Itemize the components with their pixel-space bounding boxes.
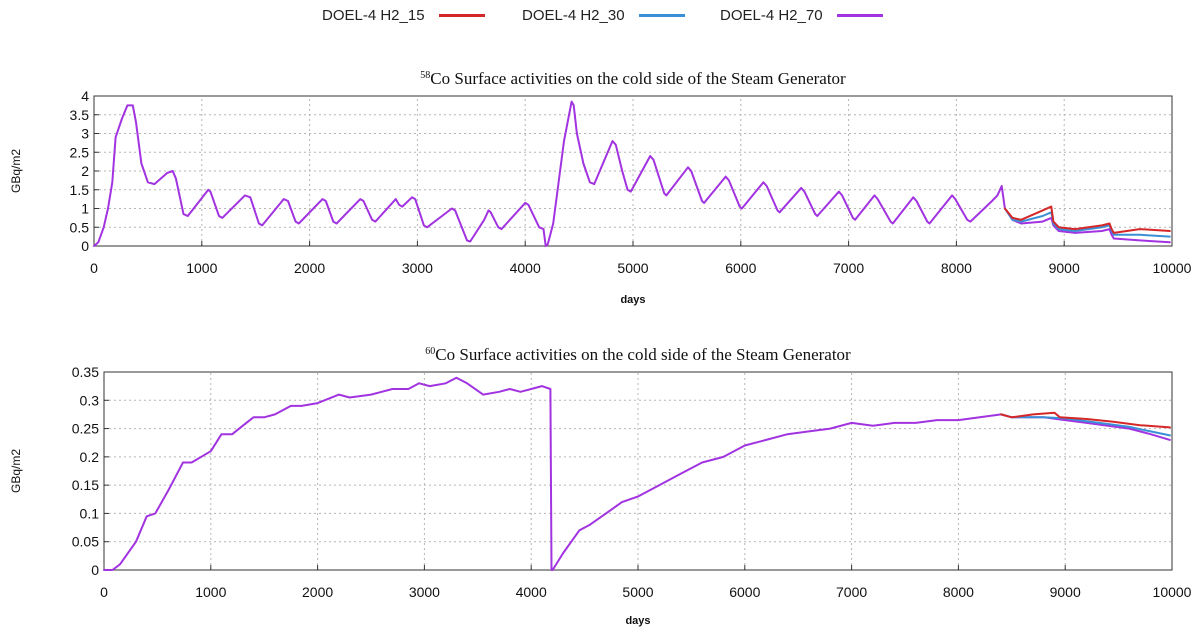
x-tick-label: 3000 <box>409 584 440 600</box>
title-superscript: 60 <box>425 346 435 357</box>
title-superscript: 58 <box>420 70 430 81</box>
chart-co58: 58Co Surface activities on the cold side… <box>9 69 1192 306</box>
series-line-doel-4-h2-70 <box>93 100 1171 247</box>
x-tick-label: 2000 <box>294 260 325 276</box>
y-tick-label: 3 <box>81 126 89 142</box>
x-tick-label: 8000 <box>941 260 972 276</box>
plot-frame <box>93 95 1173 247</box>
legend-item: DOEL-4 H2_70 <box>720 5 883 25</box>
x-tick-label: 10000 <box>1153 584 1192 600</box>
x-tick-label: 6000 <box>729 584 760 600</box>
y-tick-label: 0 <box>91 562 99 578</box>
x-tick-label: 5000 <box>622 584 653 600</box>
y-tick-label: 0.25 <box>72 421 99 437</box>
legend: DOEL-4 H2_15 DOEL-4 H2_30 DOEL-4 H2_70 <box>0 0 1200 30</box>
y-tick-label: 0.15 <box>72 477 99 493</box>
series-line-doel-4-h2-15 <box>1003 205 1171 234</box>
y-tick-label: 4 <box>81 88 89 104</box>
y-tick-label: 0.1 <box>80 505 100 521</box>
y-tick-label: 0.05 <box>72 534 99 550</box>
legend-label: DOEL-4 H2_70 <box>720 6 823 24</box>
x-tick-label: 0 <box>90 260 98 276</box>
y-tick-label: 0.35 <box>72 364 99 380</box>
x-tick-label: 4000 <box>510 260 541 276</box>
x-axis-label: days <box>620 294 645 306</box>
y-axis-label: GBq/m2 <box>9 149 23 193</box>
legend-line-swatch <box>438 13 485 17</box>
plot-frame <box>103 371 1173 571</box>
series-line-doel-4-h2-30 <box>1003 207 1171 238</box>
legend-label: DOEL-4 H2_15 <box>322 6 425 24</box>
x-tick-label: 2000 <box>302 584 333 600</box>
legend-line-swatch <box>638 13 685 17</box>
chart-co60: 60Co Surface activities on the cold side… <box>9 345 1192 627</box>
y-tick-label: 0.5 <box>70 219 90 235</box>
series-line-doel-4-h2-70 <box>103 376 1171 571</box>
x-tick-label: 3000 <box>402 260 433 276</box>
y-tick-label: 2 <box>81 163 89 179</box>
title-text: Co Surface activities on the cold side o… <box>430 69 846 88</box>
x-tick-label: 9000 <box>1050 584 1081 600</box>
y-tick-label: 0.3 <box>80 392 100 408</box>
x-tick-label: 9000 <box>1049 260 1080 276</box>
x-tick-label: 10000 <box>1153 260 1192 276</box>
y-tick-label: 2.5 <box>70 144 90 160</box>
x-tick-label: 5000 <box>617 260 648 276</box>
x-tick-label: 4000 <box>516 584 547 600</box>
x-axis-label: days <box>625 615 650 627</box>
x-tick-label: 0 <box>100 584 108 600</box>
legend-line-swatch <box>836 13 883 17</box>
x-tick-label: 7000 <box>833 260 864 276</box>
y-axis-label: GBq/m2 <box>9 449 23 493</box>
chart-title: 60Co Surface activities on the cold side… <box>425 345 851 364</box>
y-tick-label: 1 <box>81 201 89 217</box>
x-tick-label: 8000 <box>943 584 974 600</box>
series-line-doel-4-h2-30 <box>1000 413 1171 437</box>
x-tick-label: 6000 <box>725 260 756 276</box>
x-tick-label: 1000 <box>186 260 217 276</box>
legend-label: DOEL-4 H2_30 <box>522 6 625 24</box>
y-tick-label: 3.5 <box>70 107 90 123</box>
chart-title: 58Co Surface activities on the cold side… <box>420 69 846 88</box>
y-tick-label: 0 <box>81 238 89 254</box>
y-tick-label: 0.2 <box>80 449 100 465</box>
series-line-doel-4-h2-15 <box>1000 411 1171 429</box>
title-text: Co Surface activities on the cold side o… <box>435 345 851 364</box>
legend-item: DOEL-4 H2_30 <box>522 5 685 25</box>
y-tick-label: 1.5 <box>70 182 90 198</box>
legend-item: DOEL-4 H2_15 <box>322 5 485 25</box>
x-tick-label: 1000 <box>195 584 226 600</box>
x-tick-label: 7000 <box>836 584 867 600</box>
